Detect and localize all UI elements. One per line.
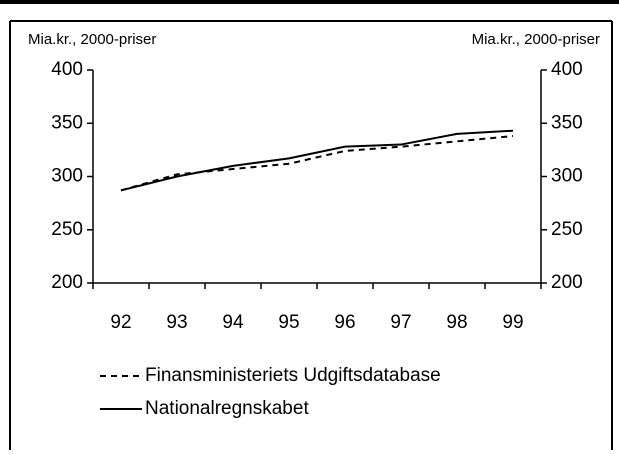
y-axis-label: Mia.kr., 2000-priser — [28, 31, 156, 48]
series-line — [120, 129, 514, 192]
y2-tick-label: 400 — [551, 59, 583, 80]
legend-label: Nationalregnskabet — [145, 398, 309, 419]
y-tick-label: 200 — [51, 272, 83, 293]
x-tick-label: 94 — [222, 312, 244, 333]
y-tick-label: 300 — [51, 166, 83, 187]
y2-tick-label: 350 — [551, 112, 583, 133]
y2-tick-label: 200 — [551, 272, 583, 293]
y-tick-label: 350 — [51, 112, 83, 133]
title-cut-edge — [0, 0, 619, 4]
x-tick-label: 92 — [110, 312, 131, 333]
y-tick-label: 400 — [51, 59, 83, 80]
y2-tick-label: 300 — [551, 166, 583, 187]
x-tick-label: 99 — [502, 312, 523, 333]
y-tick-label: 250 — [51, 219, 83, 240]
series-line — [120, 135, 514, 192]
x-tick-label: 98 — [446, 312, 467, 333]
x-tick-label: 95 — [278, 312, 299, 333]
y2-axis-label: Mia.kr., 2000-priser — [472, 31, 600, 48]
x-tick-label: 93 — [166, 312, 187, 333]
x-tick-label: 97 — [390, 312, 411, 333]
y2-tick-label: 250 — [551, 219, 583, 240]
legend-label: Finansministeriets Udgiftsdatabase — [145, 365, 441, 386]
x-tick-label: 96 — [334, 312, 355, 333]
